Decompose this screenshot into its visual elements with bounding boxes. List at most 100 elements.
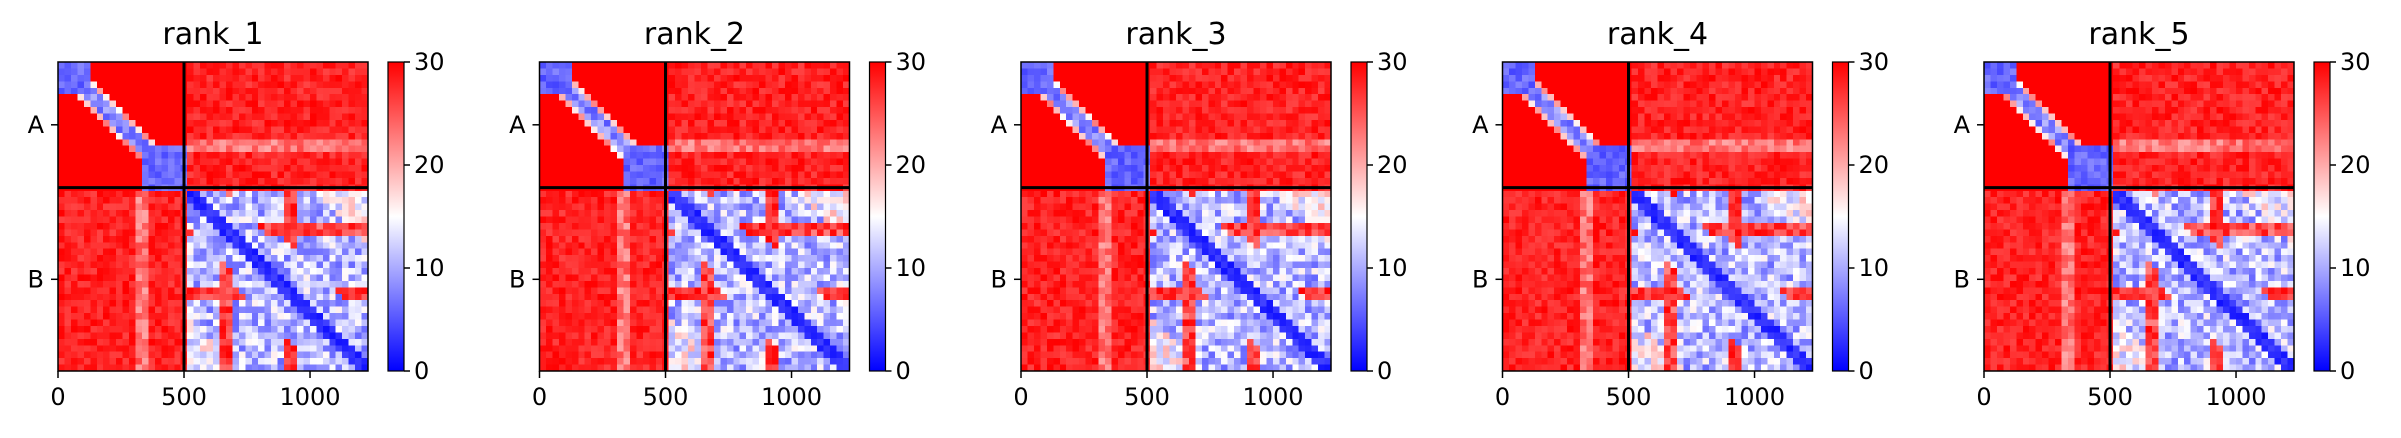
heatmap-cell [174,229,182,237]
heatmap-cell [804,268,812,276]
heatmap-cell [675,158,683,166]
heatmap-cell [539,203,547,211]
heatmap-cell [804,177,812,185]
heatmap-cell [726,210,734,218]
heatmap-cell [752,274,760,282]
heatmap-cell [219,306,227,314]
heatmap-cell [681,222,689,230]
heatmap-cell [591,152,599,160]
heatmap-cell [322,280,330,288]
heatmap-cell [348,325,356,333]
heatmap-cell [245,319,253,327]
heatmap-cell [206,287,214,295]
heatmap-cell [675,87,683,95]
heatmap-cell [713,152,721,160]
heatmap-cell [1285,81,1293,89]
heatmap-cell [141,165,150,173]
heatmap-cell [232,158,240,166]
heatmap-cell [103,107,111,115]
heatmap-cell [617,81,625,89]
heatmap-cell [303,319,311,327]
heatmap-cell [264,74,272,82]
heatmap-cell [707,268,715,276]
heatmap-cell [277,126,285,134]
x-tick-label: 0 [532,383,547,411]
heatmap-cell [116,87,124,95]
heatmap-cell [830,268,838,276]
heatmap-cell [752,87,760,95]
heatmap-cell [810,171,818,179]
heatmap-cell [604,274,612,282]
heatmap-cell [843,113,851,121]
heatmap-cell [617,235,625,243]
heatmap-cell [154,319,162,327]
heatmap-cell [148,345,156,353]
heatmap-cell [135,100,143,108]
heatmap-cell [830,313,838,321]
heatmap-cell [277,177,285,185]
heatmap-cell [726,171,734,179]
heatmap-cell [843,255,851,263]
heatmap-cell [720,325,728,333]
heatmap-cell [629,306,637,314]
heatmap-cell [830,165,838,173]
heatmap-cell [245,62,253,70]
heatmap-cell [258,351,266,359]
heatmap-cell [617,68,625,76]
heatmap-cell [284,62,292,70]
heatmap-cell [187,235,195,243]
heatmap-cell [726,351,734,359]
heatmap-cell [810,280,818,288]
heatmap-cell [571,113,579,121]
heatmap-cell [309,248,317,256]
heatmap-cell [342,280,350,288]
heatmap-cell [64,222,72,230]
heatmap-cell [135,255,143,263]
heatmap-cell [597,119,605,127]
heatmap-cell [797,113,805,121]
heatmap-cell [565,274,573,282]
heatmap-cell [187,261,195,269]
heatmap-cell [225,87,233,95]
heatmap-cell [642,197,650,205]
heatmap-cell [251,229,259,237]
heatmap-cell [617,171,625,179]
heatmap-cell [271,358,279,366]
heatmap-cell [161,332,169,340]
heatmap-cell [290,261,298,269]
heatmap-cell [746,87,754,95]
heatmap-cell [122,364,130,372]
heatmap-cell [804,222,812,230]
heatmap-cell [64,203,72,211]
heatmap-cell [187,145,195,153]
heatmap-cell [64,248,72,256]
heatmap-cell [284,81,292,89]
heatmap-cell [843,235,851,243]
heatmap-cell [552,62,560,70]
heatmap-cell [752,364,760,372]
heatmap-cell [636,325,644,333]
heatmap-cell [830,229,838,237]
heatmap-cell [694,171,702,179]
heatmap-cell [578,293,586,301]
heatmap-cell [765,229,773,237]
heatmap-cell [213,152,221,160]
heatmap-cell [342,306,350,314]
heatmap-cell [752,255,760,263]
heatmap-cell [277,68,285,76]
heatmap-cell [225,81,233,89]
heatmap-cell [141,274,150,282]
heatmap-cell [296,242,305,250]
heatmap-cell [200,345,208,353]
heatmap-cell [830,107,838,115]
heatmap-cell [784,126,792,134]
heatmap-cell [77,319,85,327]
heatmap-cell [264,119,272,127]
heatmap-cell [70,100,78,108]
heatmap-cell [836,293,844,301]
heatmap-cell [545,165,554,173]
heatmap-cell [70,145,78,153]
heatmap-cell [578,351,586,359]
heatmap-cell [688,158,696,166]
heatmap-cell [843,364,851,372]
